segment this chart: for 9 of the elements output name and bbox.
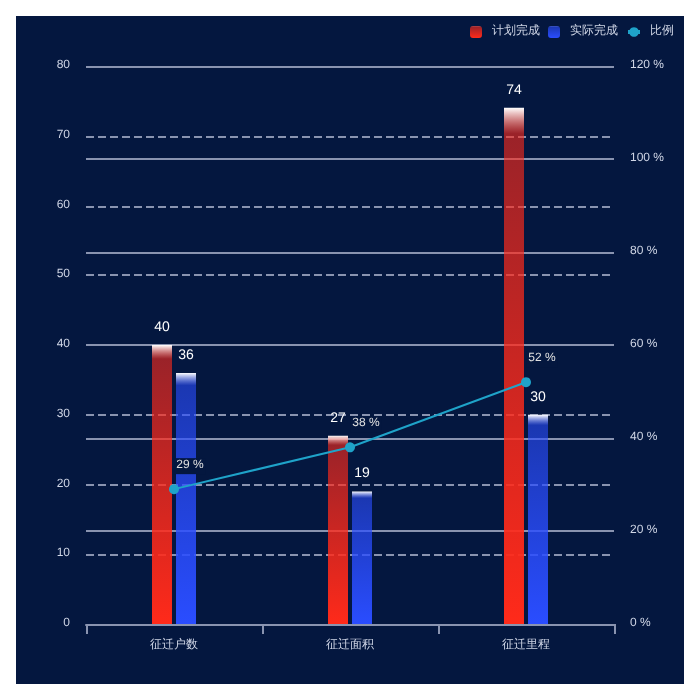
point xyxy=(169,484,179,495)
bar xyxy=(504,107,524,624)
bar xyxy=(528,414,548,624)
bar xyxy=(328,435,348,624)
point xyxy=(521,377,531,388)
bar xyxy=(352,491,372,624)
point xyxy=(345,442,355,453)
bar xyxy=(176,372,196,624)
bar xyxy=(152,345,172,624)
